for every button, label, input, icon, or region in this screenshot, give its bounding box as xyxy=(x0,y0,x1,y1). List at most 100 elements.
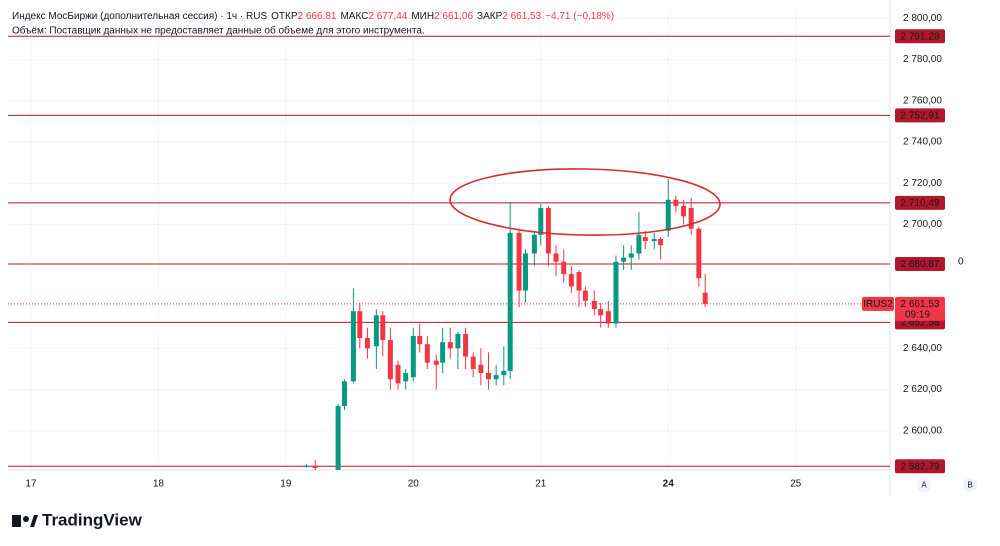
logo-mark xyxy=(30,515,38,527)
candle-body xyxy=(636,234,642,254)
ohlc-value: 2 677,44 xyxy=(368,11,407,22)
candle-body xyxy=(673,199,679,206)
candle-body xyxy=(576,272,582,291)
candle-body xyxy=(478,364,484,374)
candle-body xyxy=(486,373,492,380)
levels xyxy=(8,35,890,467)
logo-mark xyxy=(23,516,29,522)
ohlc-value: 2 661,53 xyxy=(502,11,541,22)
level-tag xyxy=(895,29,945,44)
change: −4,71 (−0,18%) xyxy=(545,11,614,22)
level-label: 2 652,58 xyxy=(901,318,940,329)
candle-body xyxy=(613,261,619,324)
candle-body xyxy=(516,232,522,291)
candle-body xyxy=(341,381,347,407)
candle-body xyxy=(335,406,341,470)
header: Индекс МосБиржи (дополнительная сессия) … xyxy=(12,11,614,22)
button-label[interactable]: A xyxy=(921,481,927,490)
labels: 17 18 19 20 21 24 25 2 600,00 2 620,00 2 640,00 2 … xyxy=(25,13,977,492)
annotation-circle xyxy=(449,168,721,236)
candles xyxy=(303,179,708,470)
x-tick-label: 25 xyxy=(790,479,802,490)
x-tick-label: 18 xyxy=(153,479,165,490)
candle-body xyxy=(598,309,604,316)
candle-body xyxy=(665,199,671,231)
button[interactable] xyxy=(917,478,931,492)
y-tick-label: 2 600,00 xyxy=(903,425,942,436)
candle-body xyxy=(621,257,627,262)
ohlc-label: ЗАКР xyxy=(477,11,503,22)
candle-body xyxy=(658,239,664,246)
y-tick-label: 2 800,00 xyxy=(903,13,942,24)
subtitle: Объём: Поставщик данных не предоставляет… xyxy=(12,25,425,37)
ohlc-label: МАКС xyxy=(340,11,368,22)
candle-body xyxy=(651,239,657,242)
button[interactable] xyxy=(963,478,977,492)
y-tick-label: 2 720,00 xyxy=(903,178,942,189)
last-price-label: 2 661,53 xyxy=(901,299,940,310)
level-label: 2 680,87 xyxy=(901,259,940,270)
candle-body xyxy=(463,333,469,357)
candle-body xyxy=(395,364,401,384)
x-tick-label: 17 xyxy=(25,479,37,490)
y-tick-label: 2 640,00 xyxy=(903,343,942,354)
button-label[interactable]: B xyxy=(967,481,972,490)
scale-label: 0 xyxy=(958,257,964,268)
ohlc-label: ОТКР xyxy=(271,11,298,22)
candle-body xyxy=(424,344,430,363)
candle-body xyxy=(501,371,507,376)
candle-body xyxy=(702,292,708,304)
x-tick-label: 19 xyxy=(280,479,292,490)
level-tag xyxy=(895,195,945,210)
countdown: 09:19 xyxy=(905,310,930,321)
candle-body xyxy=(410,335,416,378)
candle-body xyxy=(561,261,567,275)
grid xyxy=(8,8,890,470)
level-label: 2 582,79 xyxy=(901,461,940,472)
x-tick-label: 21 xyxy=(535,479,547,490)
brand: TradingView xyxy=(42,510,143,529)
candle-body xyxy=(455,333,461,349)
candle-body xyxy=(357,311,363,338)
x-tick-label: 24 xyxy=(663,479,675,490)
candle-body xyxy=(387,340,393,380)
level-label: 2 752,91 xyxy=(901,111,940,122)
candle-body xyxy=(447,342,453,349)
y-tick-label: 2 740,00 xyxy=(903,137,942,148)
candle-body xyxy=(696,228,702,279)
ohlc-value: 2 661,06 xyxy=(434,11,473,22)
candle-body xyxy=(364,338,370,349)
candle-body xyxy=(681,206,687,217)
candle-body xyxy=(433,360,439,365)
candle-body xyxy=(688,208,694,229)
ohlc-label: МИН xyxy=(411,11,434,22)
candle-body xyxy=(642,236,648,242)
x-tick-label: 20 xyxy=(408,479,420,490)
candle-body xyxy=(470,356,476,369)
candle-body xyxy=(591,300,597,310)
y-tick-label: 2 620,00 xyxy=(903,384,942,395)
candle-body xyxy=(531,234,537,254)
logo: TradingView xyxy=(12,510,143,529)
candle-body xyxy=(373,315,379,347)
candle-body xyxy=(553,253,559,262)
candle-body xyxy=(582,290,588,301)
candle-body xyxy=(350,311,356,382)
candle-body xyxy=(403,373,409,382)
candle-body xyxy=(380,315,386,341)
candle-body xyxy=(440,342,446,363)
y-tick-label: 2 760,00 xyxy=(903,95,942,106)
level-tag xyxy=(895,459,945,474)
candle-body xyxy=(417,335,423,345)
logo-mark xyxy=(12,515,21,527)
candle-body xyxy=(605,311,611,324)
level-label: 2 710,49 xyxy=(901,198,940,209)
candle-body xyxy=(568,274,574,287)
ohlc-value: 2 666,81 xyxy=(298,11,337,22)
last-price-tag xyxy=(895,296,945,321)
candle-body xyxy=(507,232,513,371)
y-tick-label: 2 780,00 xyxy=(903,54,942,65)
candle-body xyxy=(628,253,634,258)
level-label: 2 791,28 xyxy=(901,31,940,42)
